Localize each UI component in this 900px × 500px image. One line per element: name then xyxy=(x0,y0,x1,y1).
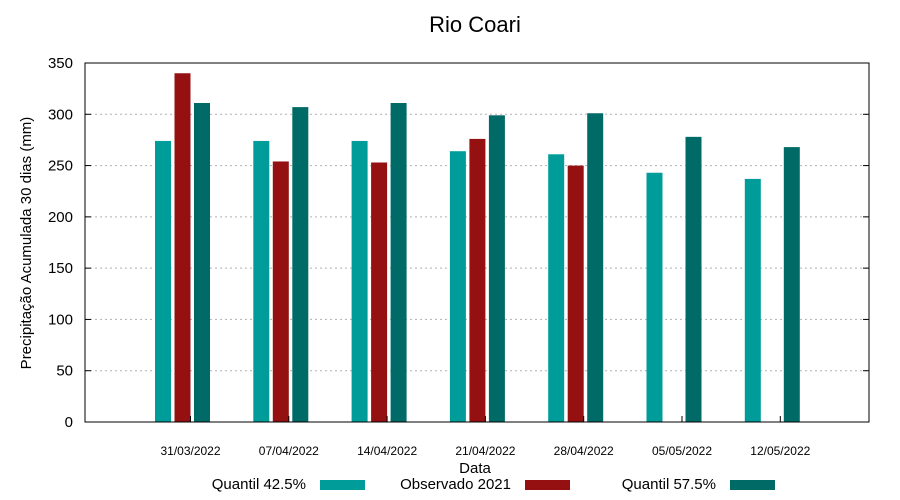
y-tick-label: 0 xyxy=(65,414,73,431)
bar xyxy=(646,172,663,422)
x-tick-label: 31/03/2022 xyxy=(160,444,220,458)
y-tick-label: 200 xyxy=(48,209,73,226)
bar xyxy=(449,151,466,422)
bar xyxy=(390,103,407,422)
x-tick-label: 14/04/2022 xyxy=(357,444,417,458)
bar xyxy=(194,103,210,422)
bar xyxy=(272,161,289,422)
bar xyxy=(587,113,604,422)
bar xyxy=(292,107,309,422)
bar xyxy=(488,115,505,422)
bar xyxy=(744,178,761,422)
bar xyxy=(685,136,702,422)
bar xyxy=(783,147,800,422)
y-tick-label: 350 xyxy=(48,55,73,72)
bars xyxy=(155,73,800,423)
x-tick-labels: 31/03/2022 07/04/2022 14/04/2022 21/04/2022… xyxy=(160,416,811,458)
x-tick-label: 07/04/2022 xyxy=(259,444,319,458)
y-axis-label: Precipitação Acumulada 30 dias (mm) xyxy=(18,117,35,370)
legend-swatch xyxy=(730,480,775,490)
bar xyxy=(469,138,486,422)
legend-swatch xyxy=(320,480,365,490)
bar xyxy=(548,154,565,422)
y-tick-labels: 0 50 100 150 200 250 300 350 xyxy=(48,55,869,431)
bar xyxy=(155,140,171,422)
legend: Quantil 42.5% Observado 2021 Quantil 57.5% xyxy=(212,476,775,493)
y-tick-label: 100 xyxy=(48,311,73,328)
bar xyxy=(351,140,368,422)
y-tick-label: 250 xyxy=(48,158,73,175)
x-tick-label: 05/05/2022 xyxy=(652,444,712,458)
x-tick-label: 21/04/2022 xyxy=(455,444,515,458)
bar xyxy=(174,73,191,422)
legend-label: Quantil 57.5% xyxy=(622,476,716,493)
x-tick-label: 12/05/2022 xyxy=(750,444,810,458)
legend-label: Quantil 42.5% xyxy=(212,476,306,493)
x-tick-label: 28/04/2022 xyxy=(554,444,614,458)
plot-frame xyxy=(84,62,870,423)
bar xyxy=(567,165,584,423)
x-axis-label: Data xyxy=(459,460,491,477)
bar xyxy=(253,140,270,422)
legend-swatch xyxy=(525,480,570,490)
bar xyxy=(371,162,388,422)
legend-label: Observado 2021 xyxy=(400,476,511,493)
y-tick-label: 50 xyxy=(56,363,73,380)
y-tick-label: 150 xyxy=(48,260,73,277)
chart-title: Rio Coari xyxy=(429,12,521,37)
y-tick-label: 300 xyxy=(48,106,73,123)
